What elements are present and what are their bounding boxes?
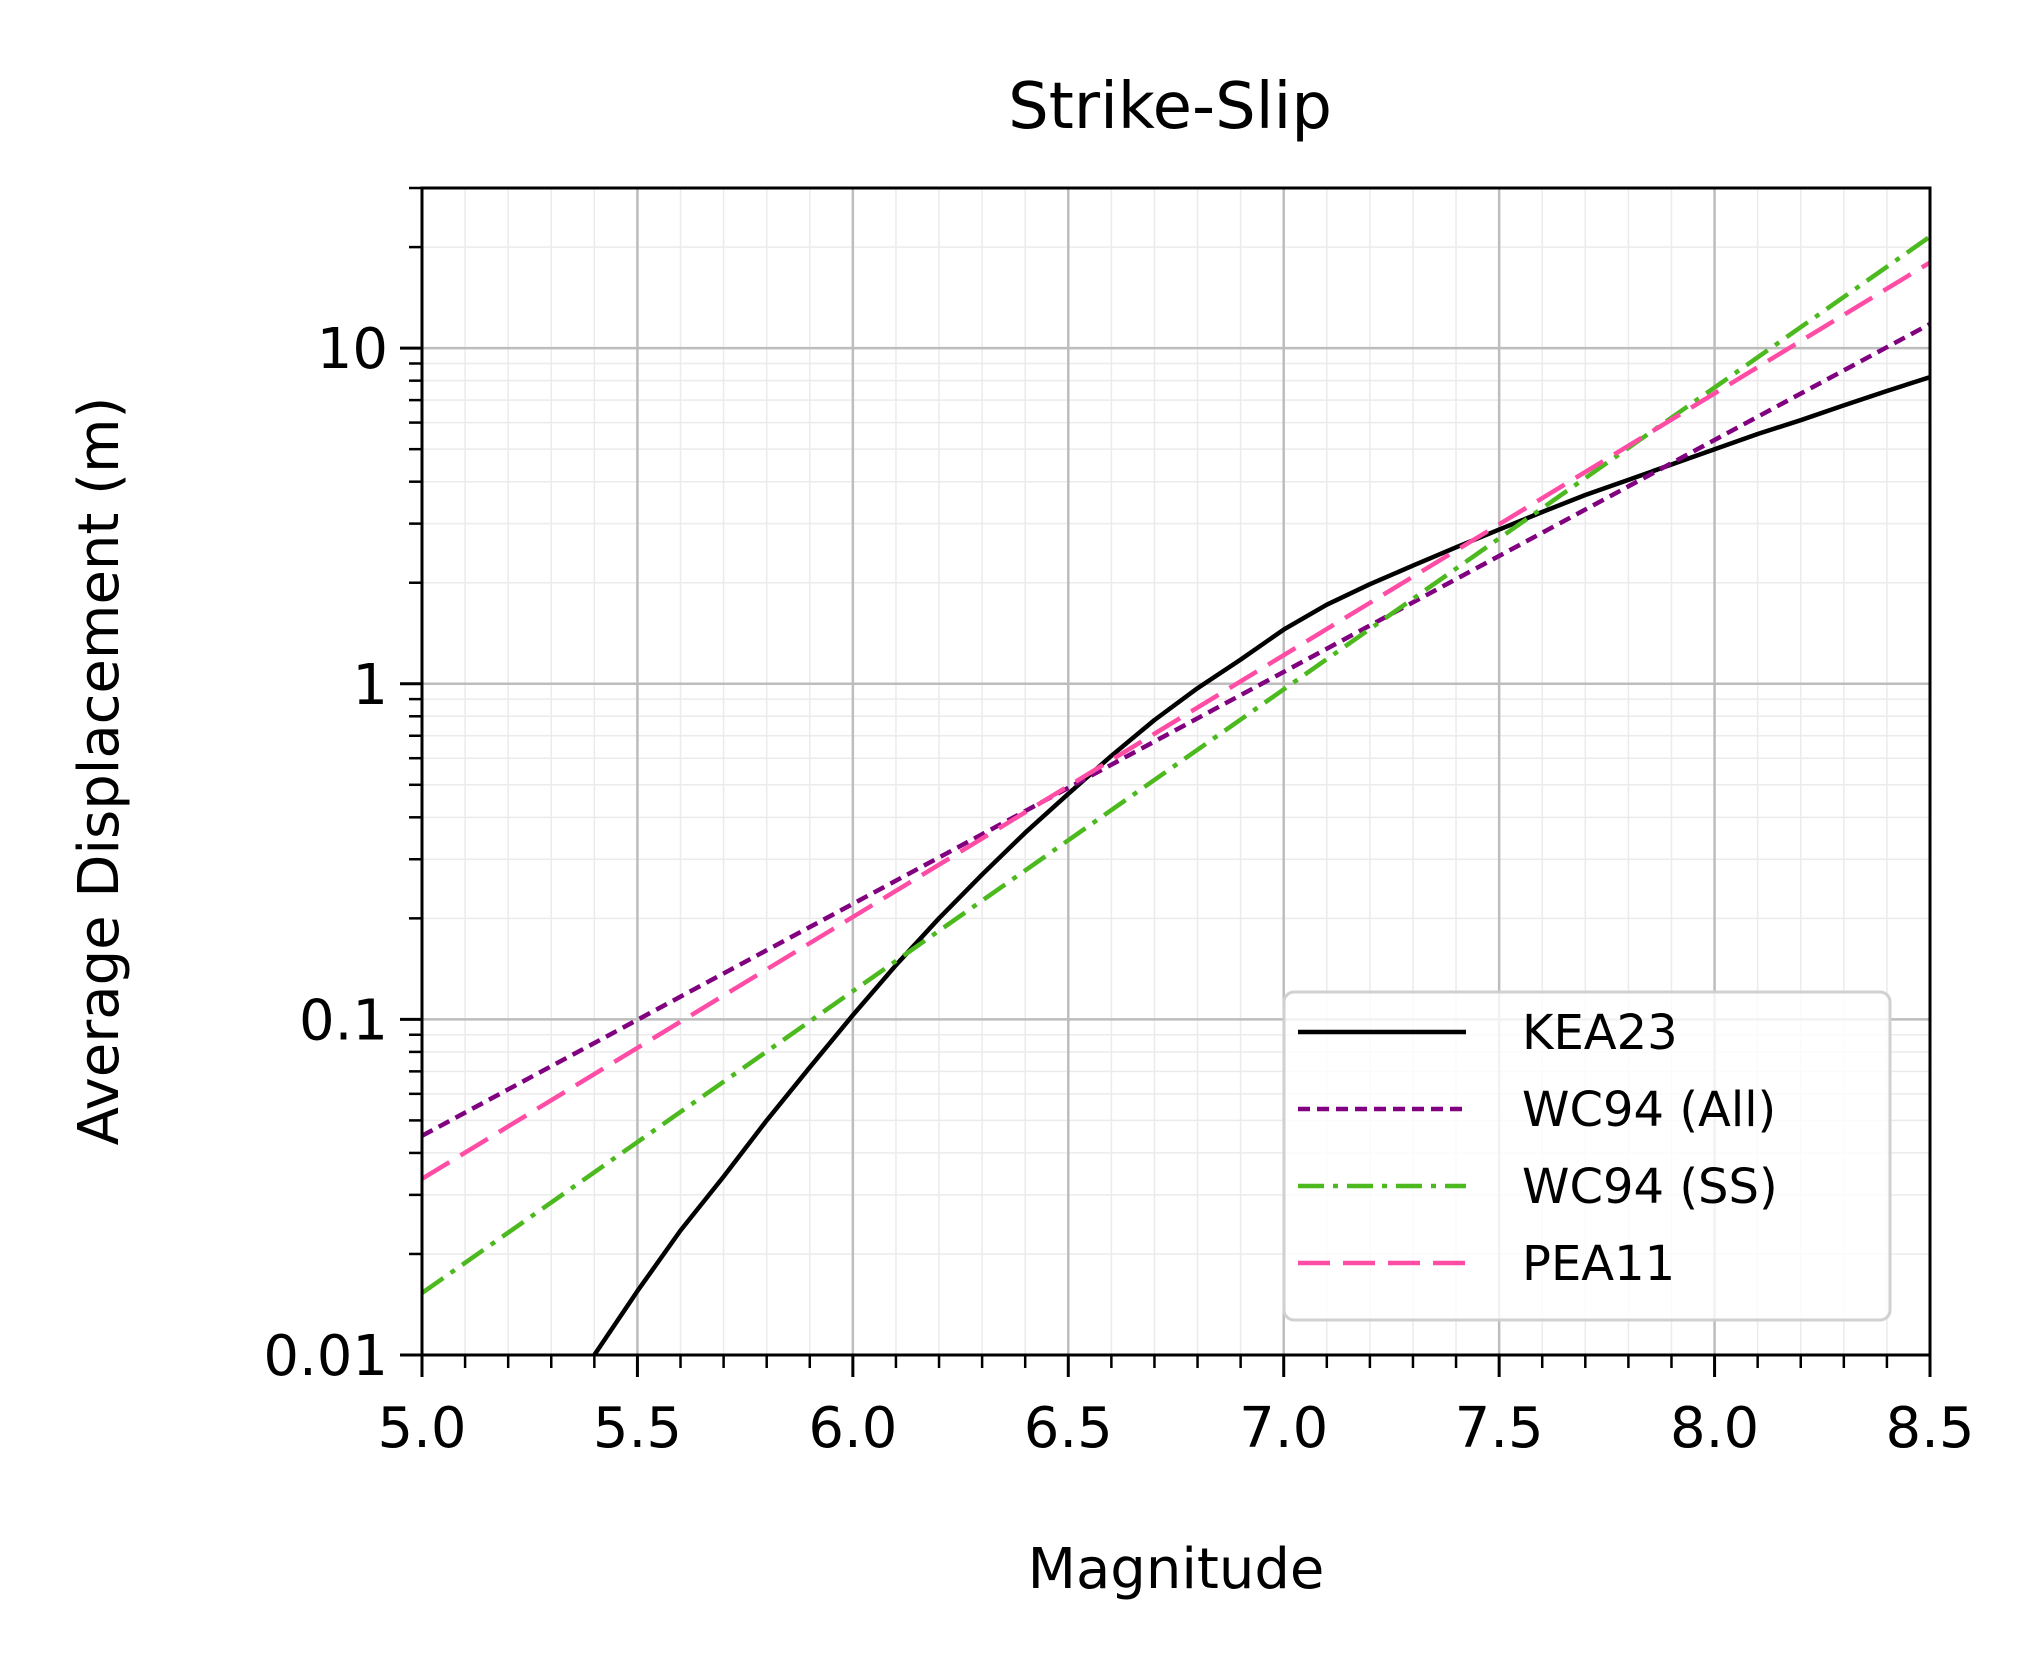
x-tick-label: 5.0 bbox=[377, 1396, 466, 1461]
y-axis-label: Average Displacement (m) bbox=[67, 397, 132, 1146]
series-line-wc94-all bbox=[422, 322, 1930, 1138]
y-tick-label: 10 bbox=[317, 317, 388, 382]
x-tick-label: 6.5 bbox=[1024, 1396, 1113, 1461]
chart-title: Strike-Slip bbox=[1008, 70, 1332, 144]
plot-area-clip-group bbox=[422, 234, 1930, 1355]
y-tick-label: 0.01 bbox=[263, 1324, 388, 1389]
legend-label-wc94-all: WC94 (All) bbox=[1522, 1082, 1776, 1138]
x-tick-label: 8.0 bbox=[1670, 1396, 1759, 1461]
legend-box bbox=[1282, 990, 1892, 1322]
x-tick-label: 7.5 bbox=[1455, 1396, 1544, 1461]
x-tick-label: 6.0 bbox=[808, 1396, 897, 1461]
legend-label-pea11: PEA11 bbox=[1522, 1236, 1675, 1292]
y-axis: 0.01 0.1 1 10 bbox=[263, 186, 422, 1389]
x-axis: 5.0 5.5 6.0 6.5 7.0 7.5 8.0 8.5 bbox=[377, 1355, 1975, 1461]
legend-label-wc94-ss: WC94 (SS) bbox=[1522, 1159, 1778, 1215]
x-tick-label: 8.5 bbox=[1885, 1396, 1974, 1461]
x-tick-label: 5.5 bbox=[593, 1396, 682, 1461]
x-axis-label: Magnitude bbox=[1028, 1537, 1325, 1602]
series-line-kea23 bbox=[592, 374, 1930, 1355]
x-tick-label: 7.0 bbox=[1239, 1396, 1328, 1461]
y-tick-label: 0.1 bbox=[299, 988, 388, 1053]
y-tick-label: 1 bbox=[352, 653, 388, 718]
series-line-pea11 bbox=[422, 260, 1930, 1181]
legend: KEA23 WC94 (All) WC94 (SS) PEA11 bbox=[1282, 990, 1892, 1322]
legend-label-kea23: KEA23 bbox=[1522, 1005, 1678, 1061]
plot-frame bbox=[420, 186, 1932, 1357]
